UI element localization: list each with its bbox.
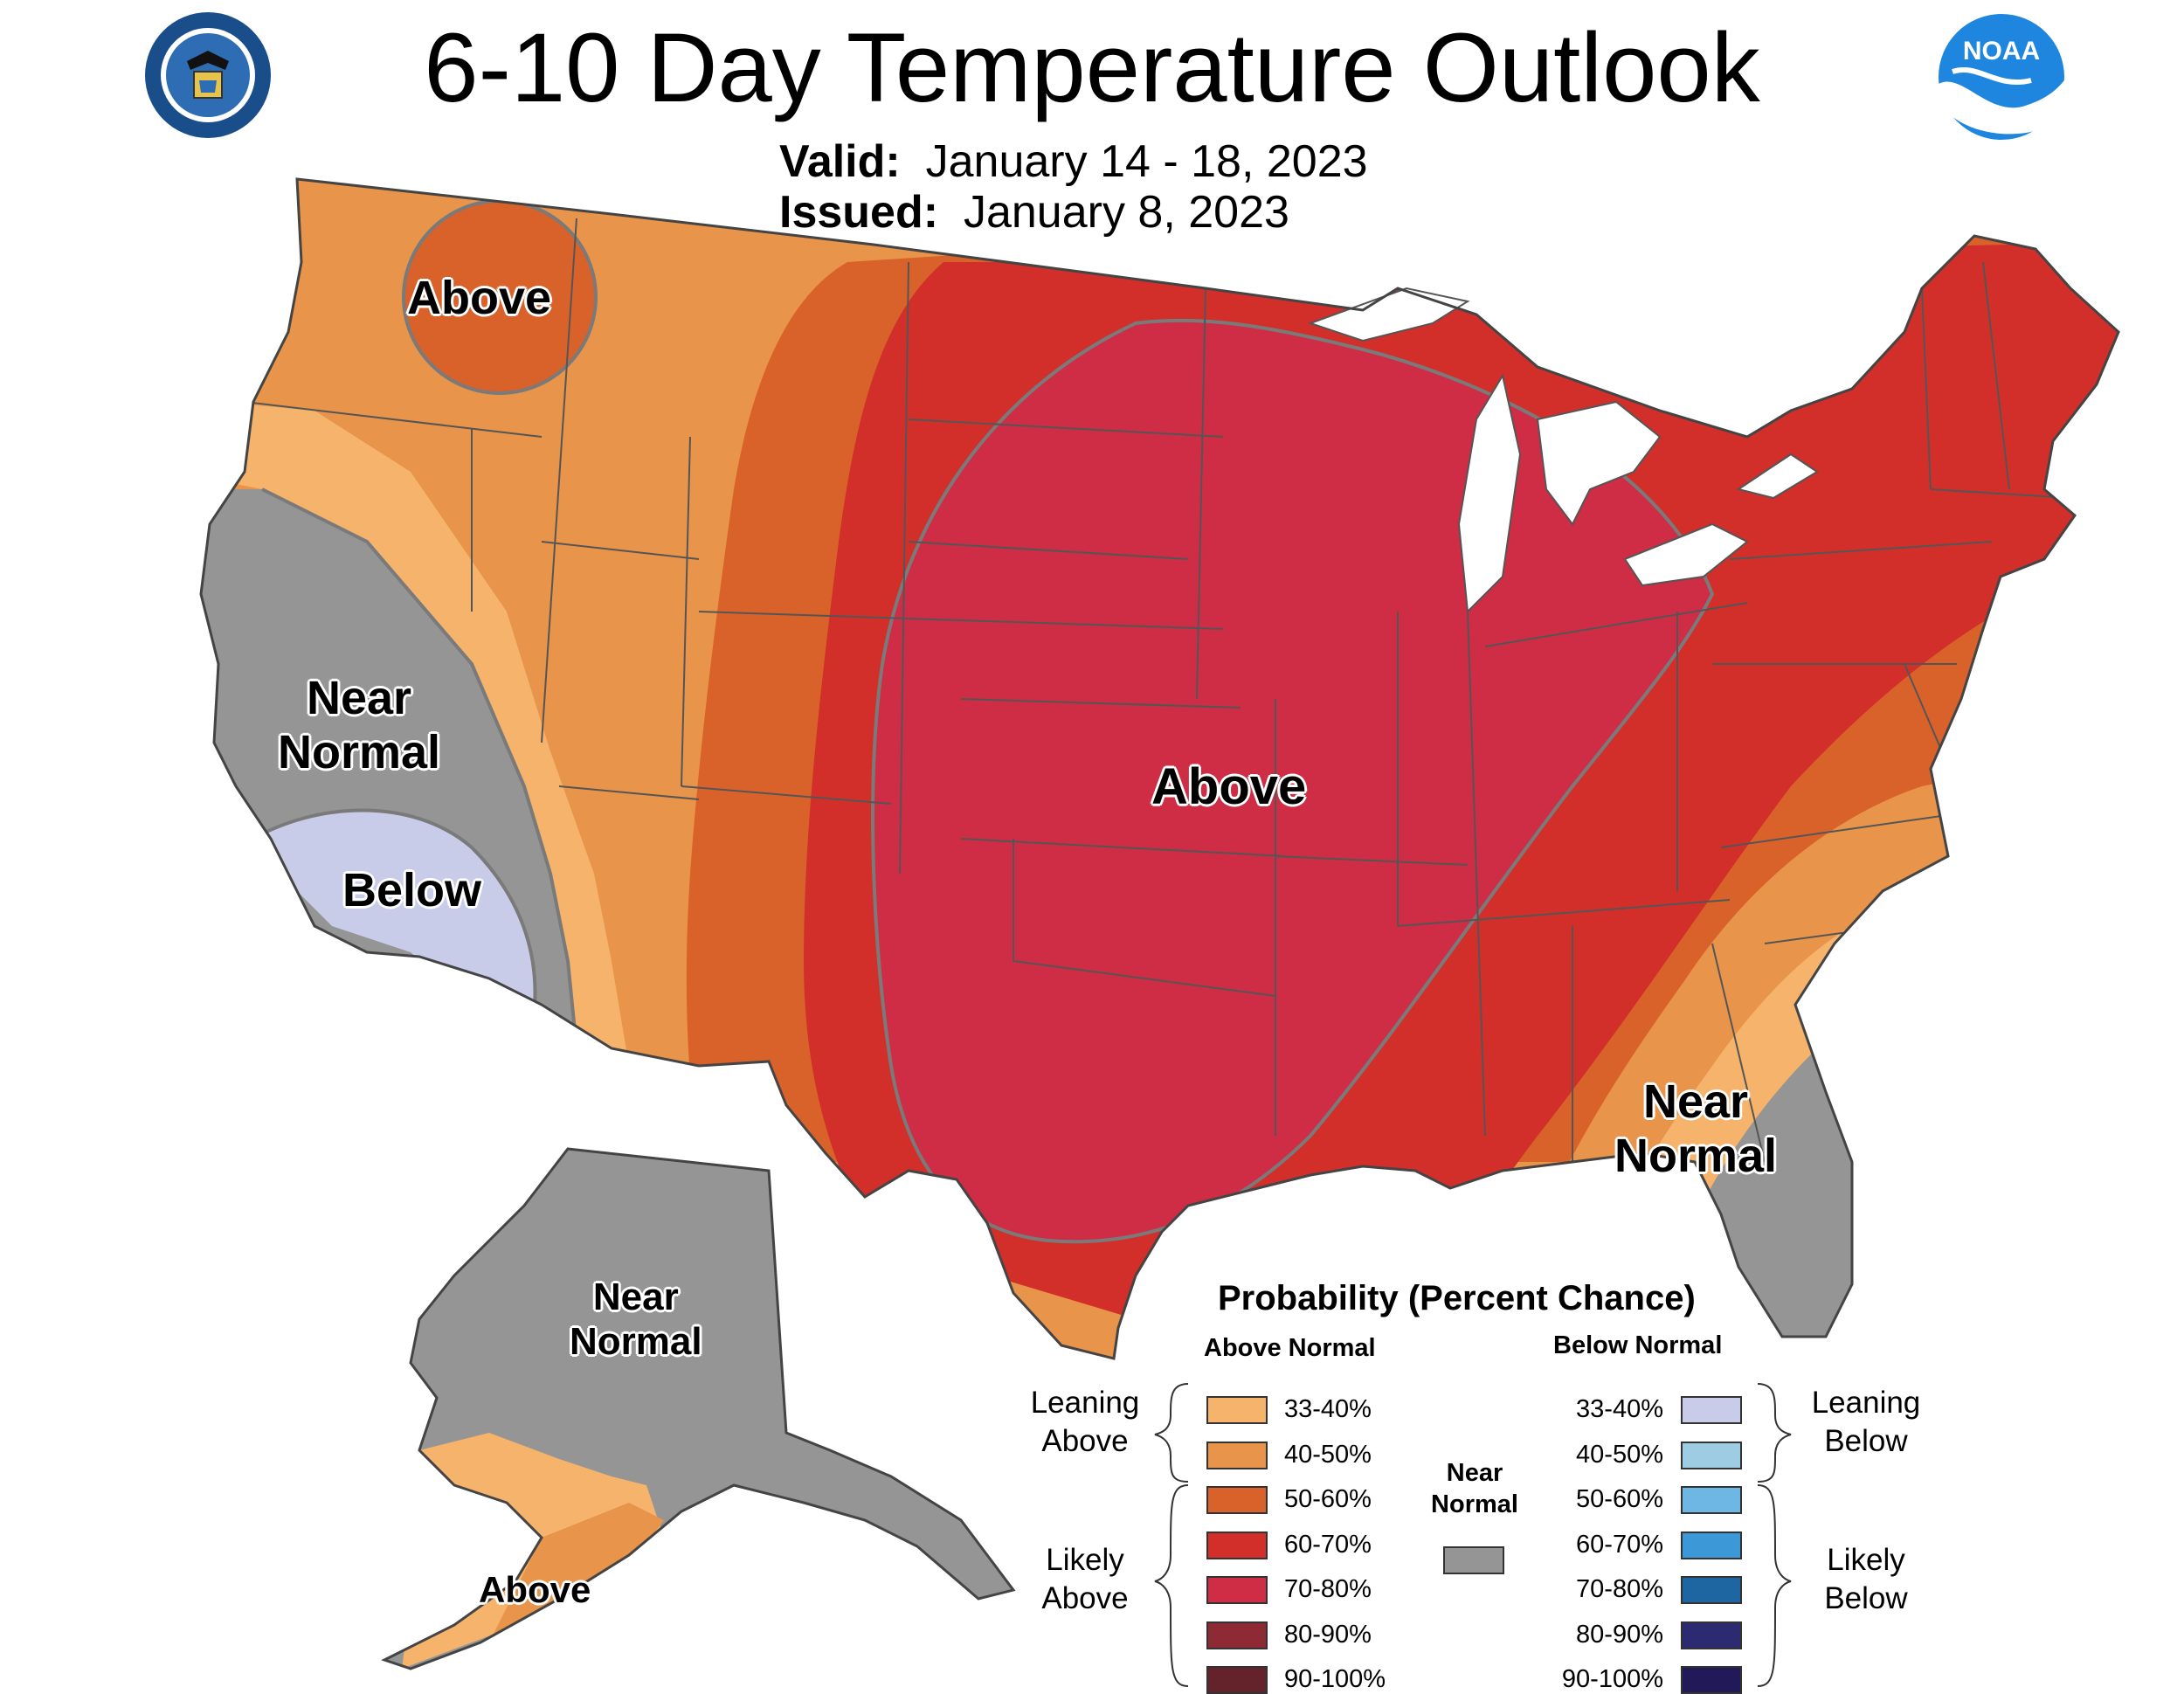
label-ak-near-line1: Near (592, 1276, 679, 1318)
legend-near-head-1: Near (1446, 1459, 1503, 1487)
legend-above-label: 33-40% (1284, 1395, 1372, 1423)
legend-above-swatch (1206, 1532, 1268, 1559)
legend-below-swatch (1681, 1442, 1742, 1469)
issued-value: January 8, 2023 (963, 187, 1289, 238)
label-ca-near-line2: Normal (278, 726, 441, 779)
legend-below-label: 60-70% (1576, 1531, 1663, 1559)
label-pnw-above: Above (407, 272, 552, 324)
label-se-near-normal: Near Normal (1614, 1075, 1777, 1183)
conus-outline (199, 177, 2120, 1360)
label-se-near-line2: Normal (1614, 1130, 1778, 1183)
legend-above-swatch (1206, 1666, 1268, 1694)
legend-below-swatch (1681, 1532, 1742, 1559)
valid-value: January 14 - 18, 2023 (925, 136, 1368, 187)
legend-below-swatch (1681, 1486, 1742, 1514)
legend-below-label: 40-50% (1576, 1441, 1663, 1469)
legend-below-swatch (1681, 1621, 1742, 1649)
legend-above-label: 40-50% (1284, 1441, 1372, 1469)
legend-above-label: 60-70% (1284, 1531, 1372, 1559)
legend-above-swatch (1206, 1576, 1268, 1604)
label-central-above: Above (1151, 758, 1307, 815)
legend-likely-below-1: Likely (1827, 1543, 1905, 1577)
label-ca-near-normal: Near Normal (278, 671, 440, 779)
label-ca-below: Below (342, 864, 482, 916)
legend-leaning-above: Leaning Above (1015, 1384, 1155, 1461)
legend-below-swatch (1681, 1396, 1742, 1424)
legend-below-label: 33-40% (1576, 1395, 1663, 1423)
legend-above-swatch (1206, 1621, 1268, 1649)
legend-likely-below: Likely Below (1796, 1541, 1936, 1618)
commerce-seal (142, 9, 274, 142)
noaa-logo: NOAA (1935, 10, 2068, 143)
legend-leaning-below-1: Leaning (1811, 1386, 1921, 1420)
legend-likely-above-1: Likely (1046, 1543, 1124, 1577)
legend-likely-below-2: Below (1824, 1581, 1908, 1615)
legend-near-head: Near Normal (1424, 1457, 1525, 1520)
legend-likely-above-2: Above (1041, 1581, 1129, 1615)
legend-above-label: 80-90% (1284, 1621, 1372, 1649)
valid-line: Valid: January 14 - 18, 2023 (779, 136, 1368, 187)
commerce-seal-icon (145, 12, 271, 138)
svg-text:NOAA: NOAA (1963, 37, 2040, 66)
legend-below-label: 70-80% (1576, 1575, 1663, 1603)
great-lakes (1307, 287, 1819, 614)
legend-near-swatch (1443, 1546, 1504, 1574)
label-ca-near-line1: Near (306, 672, 412, 724)
legend-above-head: Above Normal (1204, 1334, 1376, 1362)
issued-label: Issued: (779, 187, 939, 238)
issued-line: Issued: January 8, 2023 (779, 187, 1289, 238)
legend-near-head-2: Normal (1431, 1490, 1518, 1518)
legend-below-swatch (1681, 1576, 1742, 1604)
legend-below-head: Below Normal (1553, 1331, 1723, 1359)
label-ak-near-normal: Near Normal (570, 1276, 702, 1364)
valid-label: Valid: (779, 136, 901, 187)
label-se-near-line1: Near (1642, 1075, 1749, 1128)
legend-below-label: 90-100% (1561, 1665, 1663, 1693)
label-ak-above: Above (479, 1569, 591, 1610)
legend-above-label: 50-60% (1284, 1485, 1372, 1513)
legend-likely-above: Likely Above (1015, 1541, 1155, 1618)
page-title: 6-10 Day Temperature Outlook (424, 13, 1760, 122)
legend-above-label: 70-80% (1284, 1575, 1372, 1603)
legend-above-swatch (1206, 1396, 1268, 1424)
legend-leaning-above-2: Above (1041, 1424, 1129, 1458)
legend-below-label: 50-60% (1576, 1485, 1663, 1513)
legend-title: Probability (Percent Chance) (1218, 1279, 1696, 1317)
legend-leaning-below: Leaning Below (1796, 1384, 1936, 1461)
legend-above-swatch (1206, 1442, 1268, 1469)
legend-below-label: 80-90% (1576, 1621, 1663, 1649)
legend-leaning-above-1: Leaning (1030, 1386, 1140, 1420)
noaa-logo-icon: NOAA (1939, 14, 2064, 140)
legend-above-label: 90-100% (1284, 1665, 1386, 1693)
label-ak-near-line2: Normal (570, 1319, 702, 1363)
legend-below-swatch (1681, 1666, 1742, 1694)
legend-leaning-below-2: Below (1824, 1424, 1908, 1458)
legend-above-swatch (1206, 1486, 1268, 1514)
